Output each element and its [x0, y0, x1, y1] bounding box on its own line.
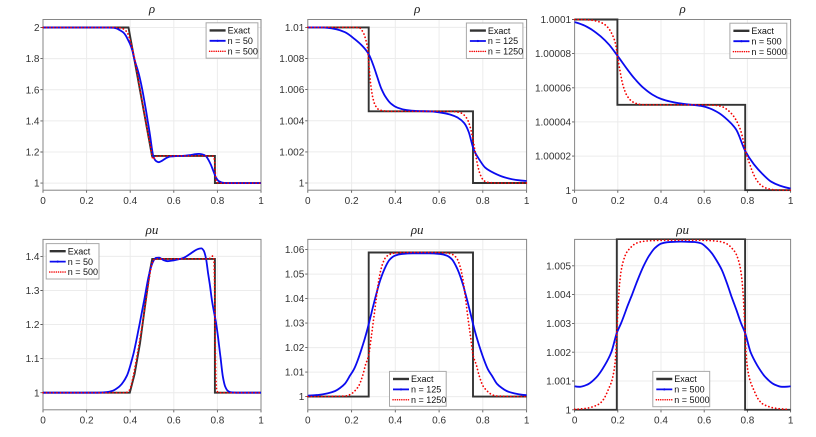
svg-text:n = 500: n = 500 — [228, 46, 258, 56]
svg-text:0.8: 0.8 — [476, 196, 490, 207]
svg-text:1: 1 — [788, 416, 794, 427]
svg-text:Exact: Exact — [411, 374, 434, 384]
svg-text:0.2: 0.2 — [611, 196, 625, 207]
svg-text:0.8: 0.8 — [210, 196, 224, 207]
svg-text:0: 0 — [572, 416, 578, 427]
svg-text:0.4: 0.4 — [123, 196, 137, 207]
svg-text:Exact: Exact — [751, 26, 774, 36]
svg-text:1.01: 1.01 — [285, 23, 305, 34]
svg-text:0.2: 0.2 — [80, 196, 94, 207]
svg-text:1.003: 1.003 — [546, 319, 571, 330]
svg-text:n = 500: n = 500 — [751, 36, 781, 46]
svg-text:n = 1250: n = 1250 — [488, 47, 523, 57]
svg-text:ρu: ρu — [675, 222, 689, 237]
svg-text:1: 1 — [566, 405, 572, 416]
svg-text:1: 1 — [299, 179, 305, 190]
svg-text:Exact: Exact — [488, 26, 511, 36]
svg-text:1.008: 1.008 — [279, 54, 304, 65]
svg-text:1: 1 — [258, 416, 264, 427]
svg-text:1.002: 1.002 — [279, 148, 304, 159]
svg-text:0: 0 — [40, 416, 46, 427]
svg-text:n = 125: n = 125 — [411, 385, 441, 395]
svg-text:0: 0 — [305, 416, 311, 427]
svg-text:ρ: ρ — [148, 1, 155, 16]
svg-text:0.6: 0.6 — [697, 416, 711, 427]
svg-text:n = 50: n = 50 — [228, 36, 253, 46]
svg-text:n = 125: n = 125 — [488, 36, 518, 46]
svg-text:2: 2 — [34, 23, 40, 34]
svg-text:Exact: Exact — [68, 246, 91, 256]
svg-text:Exact: Exact — [228, 26, 251, 36]
svg-text:0.6: 0.6 — [167, 196, 181, 207]
svg-text:ρ: ρ — [413, 1, 420, 16]
svg-text:1.0001: 1.0001 — [541, 15, 572, 26]
svg-text:1: 1 — [524, 416, 530, 427]
svg-text:1.1: 1.1 — [26, 354, 40, 365]
svg-text:n = 5000: n = 5000 — [674, 395, 709, 405]
svg-text:0.6: 0.6 — [167, 416, 181, 427]
svg-text:1: 1 — [258, 196, 264, 207]
svg-text:1: 1 — [524, 196, 530, 207]
svg-text:n = 500: n = 500 — [68, 267, 98, 277]
svg-text:1.001: 1.001 — [546, 377, 571, 388]
svg-text:1.3: 1.3 — [26, 286, 40, 297]
svg-text:0.2: 0.2 — [611, 416, 625, 427]
svg-text:0.4: 0.4 — [123, 416, 137, 427]
svg-text:ρ: ρ — [678, 1, 685, 16]
svg-text:1: 1 — [788, 196, 794, 207]
svg-text:0: 0 — [305, 196, 311, 207]
svg-text:1.4: 1.4 — [26, 117, 40, 128]
svg-text:0.6: 0.6 — [432, 196, 446, 207]
svg-text:1.00006: 1.00006 — [535, 83, 572, 94]
svg-text:1: 1 — [34, 388, 40, 399]
svg-text:1.004: 1.004 — [279, 116, 304, 127]
svg-text:1.02: 1.02 — [285, 343, 305, 354]
svg-text:0.4: 0.4 — [388, 416, 402, 427]
svg-text:1.03: 1.03 — [285, 319, 305, 330]
svg-text:n = 50: n = 50 — [68, 257, 93, 267]
svg-text:0: 0 — [572, 196, 578, 207]
svg-text:0.8: 0.8 — [740, 416, 754, 427]
svg-text:0.4: 0.4 — [654, 196, 668, 207]
svg-text:0.8: 0.8 — [740, 196, 754, 207]
svg-text:1.00008: 1.00008 — [535, 49, 572, 60]
svg-text:1: 1 — [566, 186, 572, 197]
svg-text:1.05: 1.05 — [285, 270, 305, 281]
svg-text:1.002: 1.002 — [546, 348, 571, 359]
svg-text:1.04: 1.04 — [285, 294, 305, 305]
svg-text:ρu: ρu — [410, 222, 424, 237]
svg-text:0.4: 0.4 — [654, 416, 668, 427]
svg-text:1.00004: 1.00004 — [535, 118, 572, 129]
svg-text:n = 5000: n = 5000 — [751, 47, 786, 57]
svg-text:1.2: 1.2 — [26, 320, 40, 331]
svg-text:1.005: 1.005 — [546, 261, 571, 272]
svg-text:0.2: 0.2 — [345, 196, 359, 207]
svg-text:1.00002: 1.00002 — [535, 152, 572, 163]
svg-text:0.2: 0.2 — [80, 416, 94, 427]
svg-text:0.2: 0.2 — [345, 416, 359, 427]
svg-text:Exact: Exact — [674, 374, 697, 384]
svg-text:0.8: 0.8 — [210, 416, 224, 427]
svg-text:0.6: 0.6 — [432, 416, 446, 427]
svg-text:0.8: 0.8 — [476, 416, 490, 427]
svg-text:1.2: 1.2 — [26, 148, 40, 159]
svg-text:0.4: 0.4 — [388, 196, 402, 207]
svg-text:1.01: 1.01 — [285, 368, 305, 379]
svg-text:n = 1250: n = 1250 — [411, 395, 446, 405]
svg-text:0: 0 — [40, 196, 46, 207]
svg-text:1.8: 1.8 — [26, 54, 40, 65]
svg-text:1: 1 — [299, 392, 305, 403]
svg-text:1: 1 — [34, 179, 40, 190]
svg-text:1.6: 1.6 — [26, 85, 40, 96]
svg-text:1.06: 1.06 — [285, 245, 305, 256]
svg-text:1.4: 1.4 — [26, 252, 40, 263]
svg-text:ρu: ρu — [145, 222, 159, 237]
svg-text:n = 500: n = 500 — [674, 385, 704, 395]
svg-text:0.6: 0.6 — [697, 196, 711, 207]
svg-text:1.006: 1.006 — [279, 85, 304, 96]
svg-text:1.004: 1.004 — [546, 290, 571, 301]
